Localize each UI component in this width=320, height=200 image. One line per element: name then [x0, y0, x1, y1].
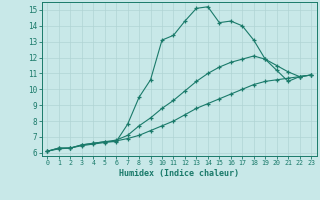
X-axis label: Humidex (Indice chaleur): Humidex (Indice chaleur)	[119, 169, 239, 178]
